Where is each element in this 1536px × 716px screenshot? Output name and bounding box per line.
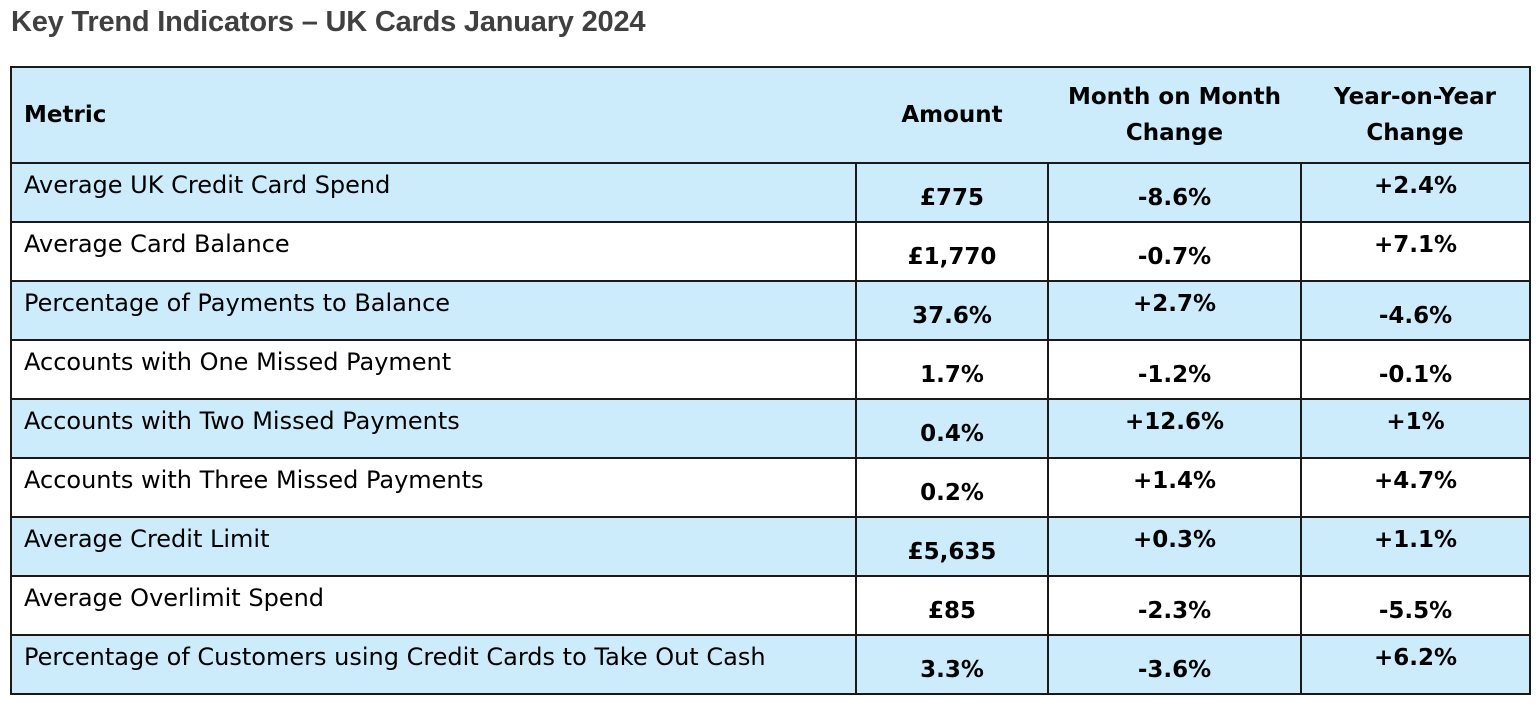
metric-cell: Average Card Balance [10,221,857,282]
mom-value: -3.6% [1137,656,1212,683]
header-month-on-month-change: Month on Month Change [1048,66,1301,164]
metric-label: Percentage of Payments to Balance [24,288,451,317]
yoy-value: +7.1% [1373,231,1458,258]
mom-cell: +12.6% [1047,398,1302,459]
yoy-value: +6.2% [1373,644,1458,671]
yoy-cell: +4.7% [1300,457,1531,518]
amount-cell: 3.3% [855,634,1049,695]
table-row: Accounts with Three Missed Payments 0.2%… [10,457,1531,518]
amount-cell: 1.7% [855,339,1049,400]
amount-value: 0.4% [920,420,984,447]
metric-cell: Percentage of Customers using Credit Car… [10,634,857,695]
mom-value: -2.3% [1137,597,1212,624]
metric-label: Average UK Credit Card Spend [24,170,391,199]
metric-label: Accounts with Three Missed Payments [24,465,484,494]
header-year-on-year-change: Year-on-Year Change [1301,66,1531,164]
mom-cell: +2.7% [1047,280,1302,341]
yoy-cell: +2.4% [1300,162,1531,223]
metric-cell: Average UK Credit Card Spend [10,162,857,223]
table-row: Average Overlimit Spend £85 -2.3% -5.5% [10,575,1531,636]
metric-cell: Average Overlimit Spend [10,575,857,636]
amount-cell: 37.6% [855,280,1049,341]
amount-cell: £5,635 [855,516,1049,577]
mom-cell: +1.4% [1047,457,1302,518]
amount-value: 37.6% [912,302,992,329]
metric-label: Average Card Balance [24,229,290,258]
amount-cell: £85 [855,575,1049,636]
mom-cell: -1.2% [1047,339,1302,400]
mom-value: +0.3% [1132,526,1217,553]
table-row: Percentage of Customers using Credit Car… [10,634,1531,695]
metric-cell: Accounts with Two Missed Payments [10,398,857,459]
yoy-value: +4.7% [1373,467,1458,494]
metric-cell: Accounts with One Missed Payment [10,339,857,400]
header-yoy-line2: Change [1366,120,1464,146]
mom-value: +1.4% [1132,467,1217,494]
yoy-value: -4.6% [1378,302,1453,329]
amount-value: £1,770 [907,243,997,270]
yoy-cell: -4.6% [1300,280,1531,341]
yoy-cell: +1% [1300,398,1531,459]
amount-value: £85 [927,597,976,624]
yoy-cell: -0.1% [1300,339,1531,400]
table-header-row: Metric Amount Month on Month Change Year… [10,66,1531,164]
mom-value: -0.7% [1137,243,1212,270]
yoy-value: +1% [1386,408,1445,435]
header-yoy-line1: Year-on-Year [1334,84,1496,110]
table-row: Accounts with One Missed Payment 1.7% -1… [10,339,1531,400]
metric-label: Average Overlimit Spend [24,583,325,612]
mom-value: +2.7% [1132,290,1217,317]
metric-cell: Average Credit Limit [10,516,857,577]
amount-value: 1.7% [920,361,984,388]
metric-label: Percentage of Customers using Credit Car… [24,642,766,671]
yoy-cell: +7.1% [1300,221,1531,282]
metric-label: Accounts with One Missed Payment [24,347,452,376]
table-row: Average Credit Limit £5,635 +0.3% +1.1% [10,516,1531,577]
yoy-value: -5.5% [1378,597,1453,624]
yoy-cell: +6.2% [1300,634,1531,695]
mom-cell: -0.7% [1047,221,1302,282]
header-metric: Metric [10,66,856,164]
mom-cell: -3.6% [1047,634,1302,695]
table-row: Accounts with Two Missed Payments 0.4% +… [10,398,1531,459]
metric-label: Average Credit Limit [24,524,270,553]
table-row: Average UK Credit Card Spend £775 -8.6% … [10,162,1531,223]
header-amount: Amount [856,66,1048,164]
key-trend-indicators-table: Metric Amount Month on Month Change Year… [10,66,1531,695]
mom-value: -8.6% [1137,184,1212,211]
mom-value: -1.2% [1137,361,1212,388]
yoy-value: +1.1% [1373,526,1458,553]
yoy-value: +2.4% [1373,172,1458,199]
amount-value: 0.2% [920,479,984,506]
mom-cell: +0.3% [1047,516,1302,577]
mom-value: +12.6% [1124,408,1225,435]
amount-value: £775 [919,184,984,211]
page-title: Key Trend Indicators – UK Cards January … [11,6,646,38]
yoy-cell: -5.5% [1300,575,1531,636]
mom-cell: -8.6% [1047,162,1302,223]
metric-label: Accounts with Two Missed Payments [24,406,460,435]
amount-cell: 0.4% [855,398,1049,459]
header-mom-line2: Change [1125,120,1224,146]
amount-cell: 0.2% [855,457,1049,518]
metric-cell: Percentage of Payments to Balance [10,280,857,341]
table-row: Percentage of Payments to Balance 37.6% … [10,280,1531,341]
header-mom-line1: Month on Month [1067,84,1282,110]
yoy-cell: +1.1% [1300,516,1531,577]
amount-cell: £775 [855,162,1049,223]
mom-cell: -2.3% [1047,575,1302,636]
yoy-value: -0.1% [1378,361,1453,388]
metric-cell: Accounts with Three Missed Payments [10,457,857,518]
amount-value: £5,635 [907,538,997,565]
table-row: Average Card Balance £1,770 -0.7% +7.1% [10,221,1531,282]
amount-value: 3.3% [920,656,984,683]
amount-cell: £1,770 [855,221,1049,282]
